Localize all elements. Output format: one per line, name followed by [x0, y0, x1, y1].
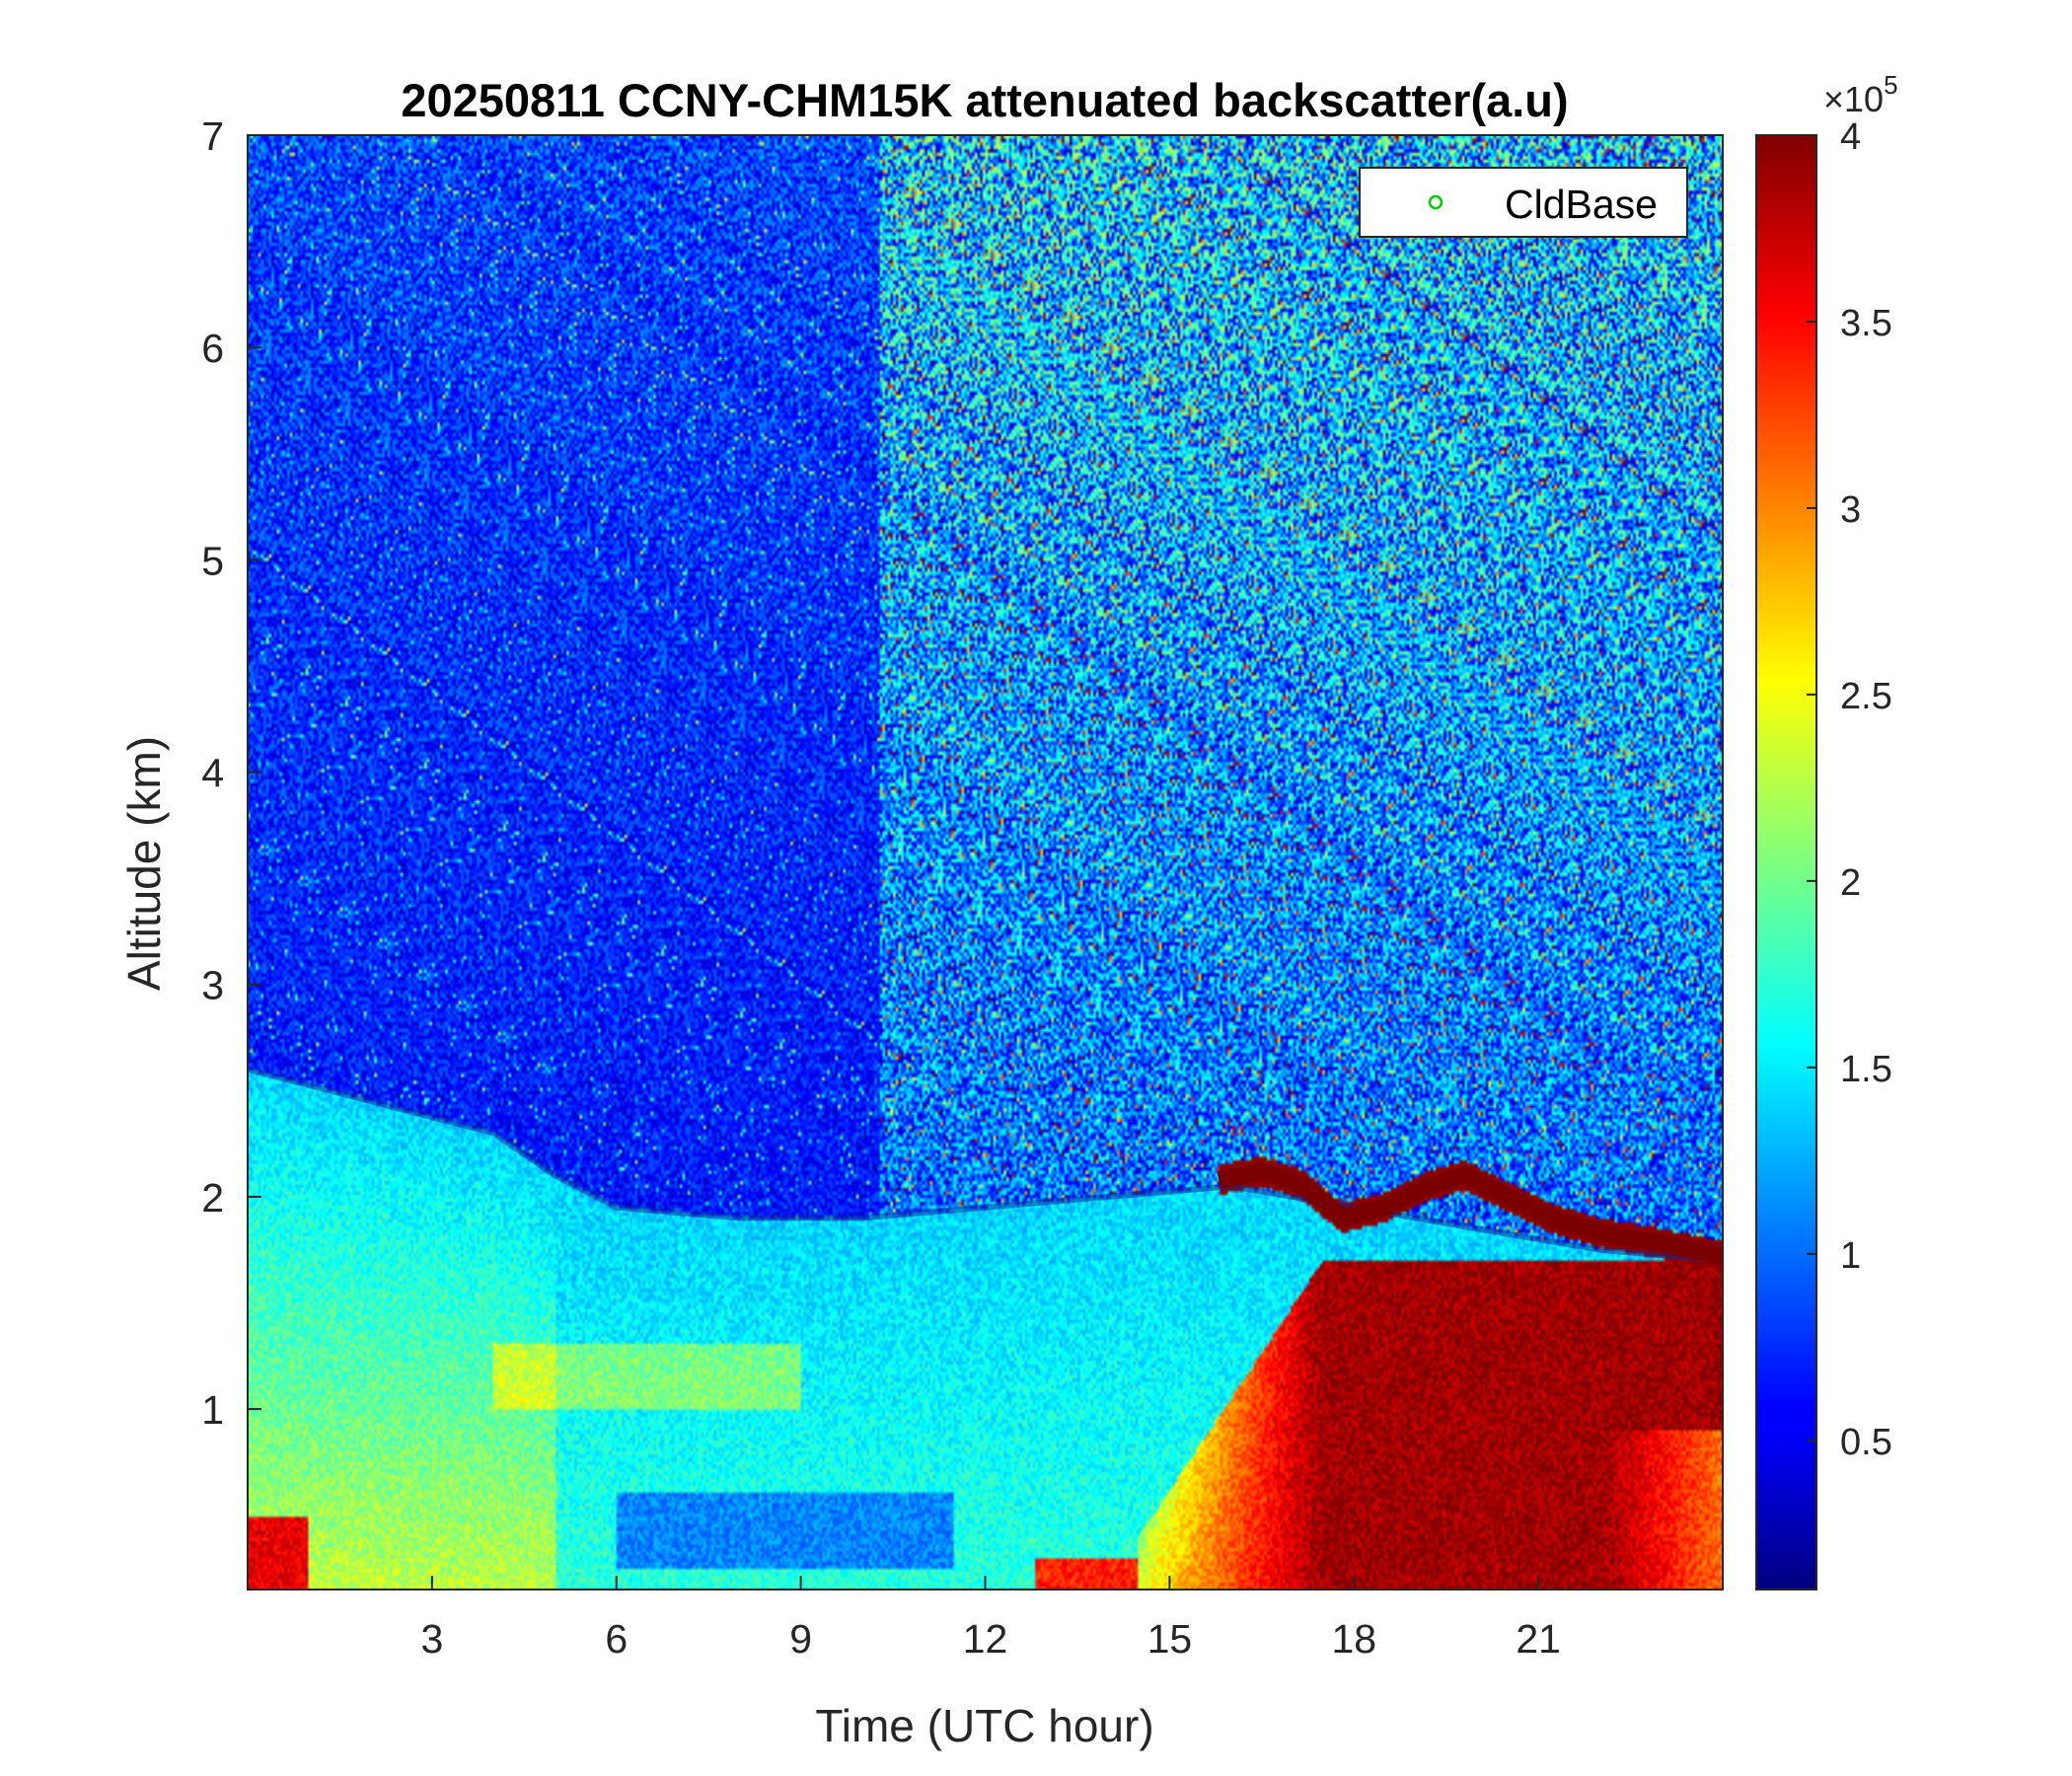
colorbar-exponent: ×105 — [1823, 70, 1898, 119]
y-axis-label: Altitude (km) — [118, 736, 170, 991]
colorbar-tick-label: 2 — [1840, 862, 1861, 904]
x-tick-label: 6 — [605, 1616, 628, 1662]
colorbar-ticks: 0.5 1 1.5 2 2.5 3 3.5 4 — [1807, 116, 1892, 1463]
boundary-layer-top — [248, 1066, 1723, 1264]
y-tick-label: 4 — [201, 751, 224, 796]
backscatter-heatmap — [248, 135, 1723, 1590]
colorbar-exponent-base: ×10 — [1823, 79, 1884, 119]
colorbar-tick-label: 1 — [1840, 1235, 1861, 1277]
x-tick-label: 12 — [963, 1616, 1008, 1662]
plot-area — [248, 135, 1723, 1590]
legend-label-cldbase: CldBase — [1505, 182, 1658, 227]
colorbar-tick-label: 2.5 — [1840, 676, 1892, 717]
legend: CldBase — [1359, 167, 1688, 238]
x-tick-label: 15 — [1147, 1616, 1193, 1662]
colorbar-tick-label: 4 — [1840, 116, 1861, 158]
x-tick-label: 18 — [1331, 1616, 1376, 1662]
x-tick-label: 21 — [1516, 1616, 1561, 1662]
x-tick-label: 3 — [420, 1616, 443, 1662]
legend-marker-cldbase — [1428, 194, 1443, 210]
colorbar: 0.5 1 1.5 2 2.5 3 3.5 4 ×105 — [1755, 70, 1898, 1591]
x-axis-ticks: 3 6 9 12 15 18 21 — [420, 1576, 1561, 1662]
colorbar-tick-label: 0.5 — [1840, 1422, 1892, 1463]
x-tick-label: 9 — [789, 1616, 812, 1662]
colorbar-exponent-power: 5 — [1884, 70, 1897, 100]
y-tick-label: 5 — [201, 538, 224, 583]
legend-box — [1359, 167, 1688, 238]
x-axis-label: Time (UTC hour) — [815, 1700, 1153, 1751]
y-tick-label: 6 — [201, 326, 224, 371]
colorbar-tick-label: 3.5 — [1840, 303, 1892, 344]
y-axis-ticks: 1 2 3 4 5 6 7 — [201, 113, 261, 1433]
y-tick-label: 1 — [201, 1387, 224, 1433]
colorbar-tick-label: 1.5 — [1840, 1049, 1892, 1090]
colorbar-tick-label: 3 — [1840, 489, 1861, 531]
y-tick-label: 7 — [201, 113, 224, 159]
y-tick-label: 2 — [201, 1175, 224, 1221]
cloud-layer — [1217, 1161, 1723, 1266]
y-tick-label: 3 — [201, 963, 224, 1008]
colorbar-gradient — [1755, 134, 1817, 1591]
chart-title: 20250811 CCNY-CHM15K attenuated backscat… — [401, 74, 1568, 126]
